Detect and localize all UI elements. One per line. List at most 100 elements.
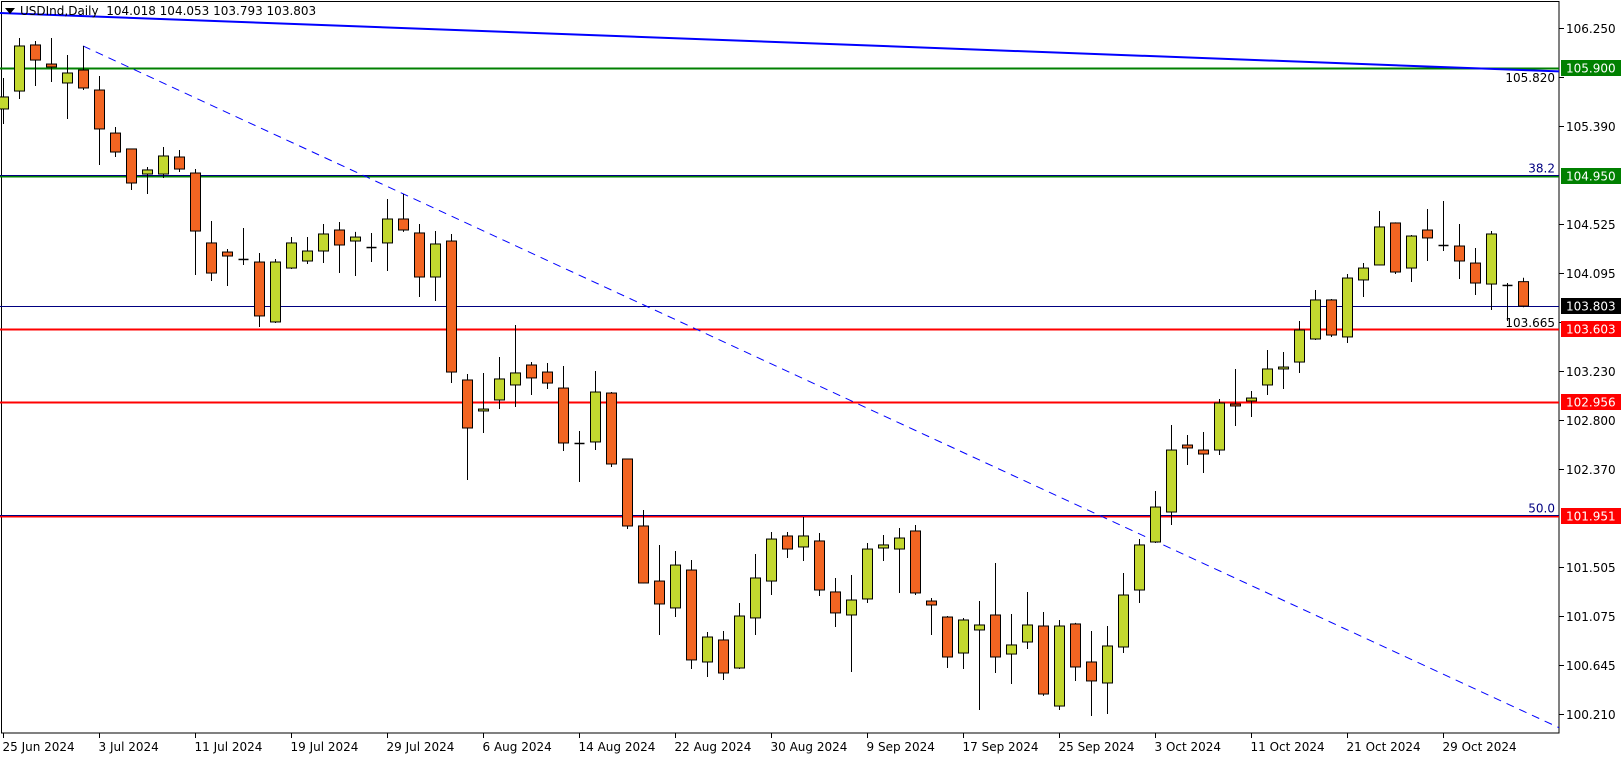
candle — [1390, 222, 1401, 274]
candle-body-bullish — [1342, 277, 1353, 338]
candle — [1502, 283, 1513, 321]
candle — [1294, 320, 1305, 373]
fib-level-label: 38.2 — [1528, 162, 1555, 176]
candle — [606, 392, 617, 467]
candle-body-bearish — [1198, 449, 1209, 455]
candle — [382, 199, 393, 271]
candle — [446, 233, 457, 384]
candle-body-bearish — [1086, 661, 1097, 682]
y-tick-label: 103.665 — [1505, 316, 1555, 330]
candle — [526, 362, 537, 395]
candle-body-bearish — [1390, 222, 1401, 273]
candle-body-bullish — [350, 236, 361, 242]
candle — [1342, 273, 1353, 343]
candle-body-bearish — [1326, 299, 1337, 336]
x-tick-label: 11 Oct 2024 — [1251, 740, 1325, 754]
candle-body-bullish — [318, 233, 329, 252]
candle — [1438, 200, 1449, 252]
candle-body-bullish — [142, 169, 153, 175]
price-level-badge — [1561, 321, 1621, 337]
candle-body-bearish — [942, 616, 953, 658]
candle — [366, 232, 377, 263]
candle-body-bearish — [526, 364, 537, 379]
candle — [1086, 630, 1097, 717]
candle — [14, 38, 25, 99]
candle-body-bullish — [1278, 366, 1289, 370]
x-tick-label: 29 Oct 2024 — [1443, 740, 1517, 754]
x-tick-label: 29 Jul 2024 — [387, 740, 455, 754]
candle-body-bullish — [1054, 625, 1065, 707]
candle-body-bullish — [846, 599, 857, 616]
candle — [1214, 398, 1225, 456]
candle — [1182, 435, 1193, 466]
price-level-badge — [1561, 298, 1621, 314]
candle — [702, 632, 713, 677]
y-tick-label: 101.505 — [1566, 561, 1616, 575]
candle-body-bearish — [622, 458, 633, 527]
triangle-down-icon[interactable] — [5, 8, 15, 14]
candle — [318, 223, 329, 264]
candle-body-bearish — [334, 229, 345, 246]
candle-body-bullish — [494, 378, 505, 401]
candle-body-bullish — [1006, 644, 1017, 655]
candle — [1006, 613, 1017, 685]
candle-body-bullish — [1374, 226, 1385, 266]
candle-body-bullish — [878, 544, 889, 549]
candle — [862, 543, 873, 603]
candle-body-bullish — [734, 615, 745, 669]
candle — [494, 357, 505, 410]
candle-body-bearish — [1070, 623, 1081, 668]
candle-body-bullish — [270, 261, 281, 323]
candle — [350, 231, 361, 276]
candle — [302, 237, 313, 264]
candle — [894, 528, 905, 593]
candle — [1278, 351, 1289, 389]
candle — [1358, 263, 1369, 297]
candle-body-bearish — [78, 69, 89, 89]
candle-body-bullish — [1486, 233, 1497, 285]
x-tick-label: 14 Aug 2024 — [579, 740, 656, 754]
candle-body-bearish — [206, 242, 217, 274]
candle-body-bullish — [1214, 402, 1225, 451]
candle — [398, 194, 409, 232]
candle — [46, 38, 57, 82]
candle-body-bearish — [830, 591, 841, 614]
price-level-badge — [1561, 508, 1621, 524]
candle — [286, 237, 297, 269]
candle — [830, 577, 841, 628]
candle-body-bullish — [1358, 267, 1369, 281]
candle — [654, 544, 665, 635]
candle — [1406, 235, 1417, 283]
candle-body-bullish — [158, 155, 169, 175]
candle-body-bullish — [1150, 506, 1161, 543]
price-level-label: 104.950 — [1566, 170, 1616, 184]
price-level-badge — [1561, 60, 1621, 76]
candle — [1070, 622, 1081, 681]
candle — [94, 75, 105, 165]
candle — [62, 54, 73, 119]
symbol-label: USDInd,Daily — [20, 4, 99, 18]
x-tick-label: 3 Jul 2024 — [99, 740, 159, 754]
candle — [782, 531, 793, 558]
candle-body-bearish — [606, 392, 617, 465]
candle — [1230, 368, 1241, 426]
candle — [1166, 424, 1177, 525]
candle — [1102, 625, 1113, 714]
candle — [174, 149, 185, 172]
x-tick-label: 6 Aug 2024 — [483, 740, 552, 754]
candle — [1022, 591, 1033, 650]
candle — [414, 223, 425, 297]
candle — [926, 597, 937, 635]
candle — [238, 227, 249, 265]
candle — [1134, 539, 1145, 603]
candle-body-bearish — [926, 600, 937, 606]
x-tick-label: 21 Oct 2024 — [1347, 740, 1421, 754]
candle — [1326, 299, 1337, 337]
candle — [334, 221, 345, 274]
candle-body-bearish — [654, 580, 665, 605]
candle-body-bearish — [462, 379, 473, 429]
candle-body-bearish — [30, 44, 41, 61]
candle-body-bullish — [974, 624, 985, 631]
candle — [1518, 277, 1529, 308]
